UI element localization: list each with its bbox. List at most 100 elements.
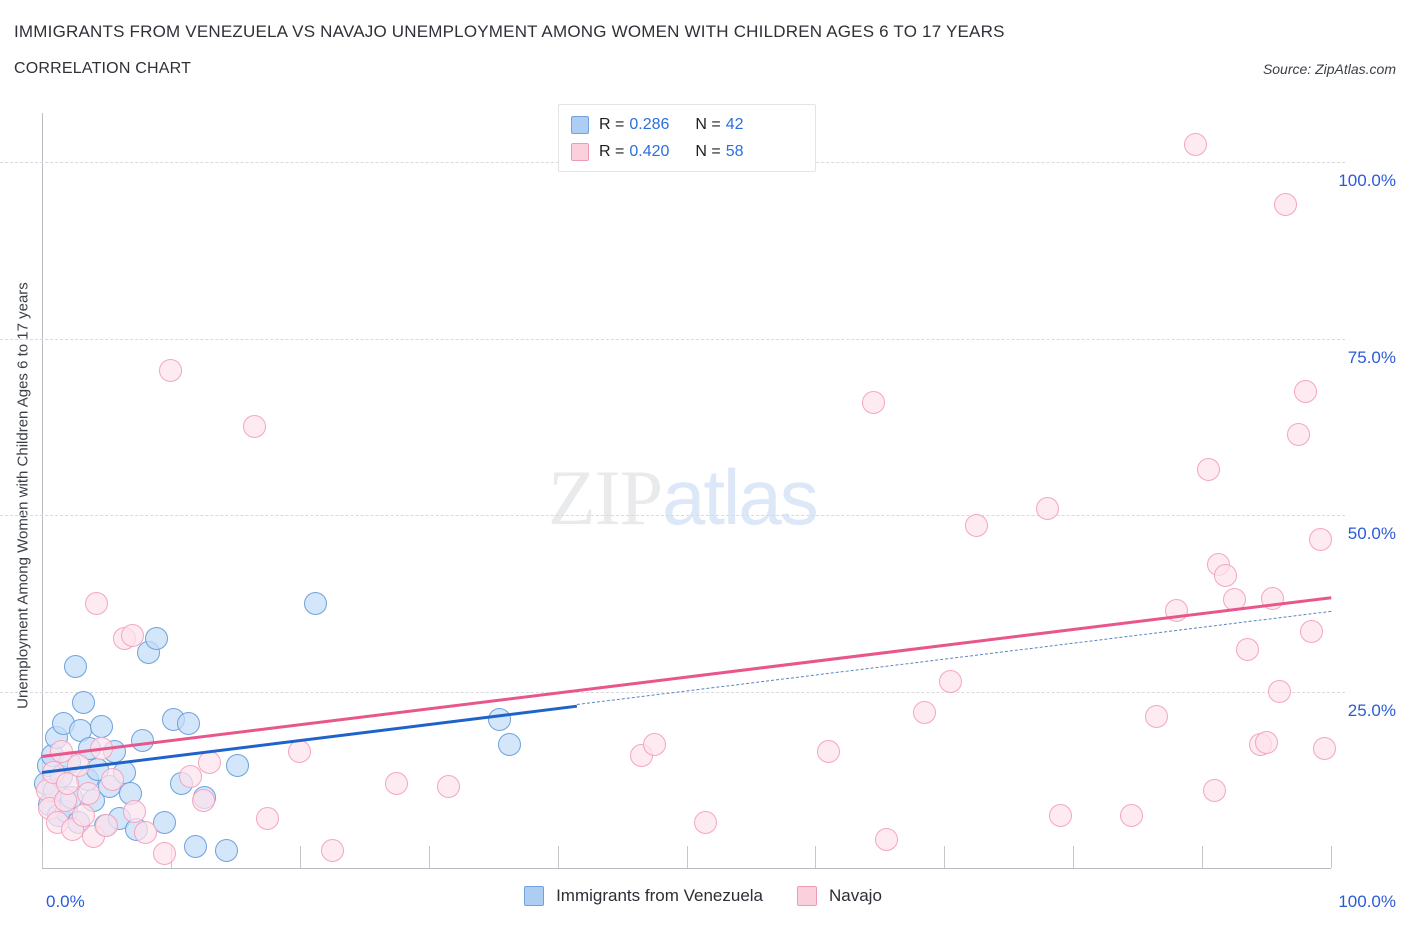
scatter-point[interactable] [76,782,100,806]
legend-label-navajo: Navajo [829,886,882,905]
scatter-point[interactable] [71,803,95,827]
x-tick [1202,846,1204,868]
scatter-point[interactable] [56,771,80,795]
scatter-point[interactable] [694,810,718,834]
scatter-point[interactable] [1300,620,1324,644]
scatter-point[interactable] [498,733,522,757]
scatter-point[interactable] [159,359,183,383]
plot-area [34,113,1337,868]
scatter-point[interactable] [1197,457,1221,481]
n-value-navajo: 58 [725,142,744,160]
scatter-point[interactable] [71,690,95,714]
n-value-venezuela: 42 [725,115,744,133]
gridline [0,338,1345,340]
legend-swatch-venezuela-icon [571,115,589,134]
scatter-point[interactable] [1293,380,1317,404]
gridline [0,691,1345,693]
scatter-point[interactable] [1035,496,1059,520]
scatter-point[interactable] [177,711,201,735]
scatter-point[interactable] [488,708,512,732]
x-tick [1331,846,1332,868]
x-tick [1073,846,1075,868]
y-axis-line [42,113,43,869]
scatter-point[interactable] [94,814,118,838]
scatter-point[interactable] [861,390,885,414]
scatter-point[interactable] [1184,133,1208,157]
legend-item-venezuela[interactable]: Immigrants from Venezuela [524,886,763,906]
series-legend: Immigrants from Venezuela Navajo [0,886,1406,906]
scatter-point[interactable] [214,838,238,862]
scatter-point[interactable] [89,715,113,739]
scatter-point[interactable] [120,623,144,647]
y-tick-label-2: 50.0% [1347,524,1396,544]
r-value-navajo: 0.420 [629,142,670,160]
scatter-point[interactable] [198,750,222,774]
scatter-point[interactable] [939,669,963,693]
scatter-point[interactable] [178,764,202,788]
scatter-point[interactable] [1255,730,1279,754]
scatter-point[interactable] [1222,588,1246,612]
scatter-point[interactable] [191,789,215,813]
scatter-point[interactable] [1309,528,1333,552]
scatter-point[interactable] [256,807,280,831]
x-tick [428,846,430,868]
scatter-point[interactable] [1235,637,1259,661]
scatter-point[interactable] [123,800,147,824]
x-tick [299,846,301,868]
scatter-point[interactable] [913,701,937,725]
scatter-point[interactable] [1287,422,1311,446]
scatter-point[interactable] [1164,598,1188,622]
scatter-point[interactable] [49,740,73,764]
gridline [0,515,1345,517]
scatter-point[interactable] [642,733,666,757]
scatter-point[interactable] [1145,704,1169,728]
legend-color-venezuela-icon [524,886,545,906]
scatter-point[interactable] [131,729,155,753]
r-label-navajo: R = [599,142,625,160]
scatter-point[interactable] [303,591,327,615]
scatter-point[interactable] [1261,586,1285,610]
scatter-point[interactable] [183,835,207,859]
scatter-point[interactable] [145,627,169,651]
x-tick [944,846,946,868]
x-axis-max-label: 100.0% [1338,892,1396,911]
scatter-point[interactable] [320,838,344,862]
scatter-point[interactable] [152,842,176,866]
scatter-point[interactable] [66,754,90,778]
y-tick-label-3: 25.0% [1347,700,1396,720]
x-axis-line [42,868,1331,869]
scatter-point[interactable] [133,821,157,845]
n-label-venezuela: N = [695,115,721,133]
scatter-point[interactable] [1203,778,1227,802]
scatter-point[interactable] [89,736,113,760]
scatter-point[interactable] [384,771,408,795]
legend-item-navajo[interactable]: Navajo [797,886,882,906]
legend-color-navajo-icon [797,886,817,906]
y-tick-label-0: 100.0% [1338,171,1396,191]
y-axis-title: Unemployment Among Women with Children A… [14,282,32,709]
scatter-point[interactable] [64,655,87,679]
scatter-point[interactable] [243,415,267,439]
scatter-point[interactable] [436,775,460,799]
trend-line-venezuela [41,704,578,774]
scatter-point[interactable] [1274,193,1298,217]
scatter-point[interactable] [1313,736,1337,760]
scatter-point[interactable] [1213,563,1237,587]
y-tick-label-1: 75.0% [1347,347,1396,367]
page-title: IMMIGRANTS FROM VENEZUELA VS NAVAJO UNEM… [14,22,1005,41]
scatter-point[interactable] [1119,803,1143,827]
r-value-venezuela: 0.286 [629,115,670,133]
scatter-point[interactable] [152,810,176,834]
scatter-point[interactable] [226,754,250,778]
x-tick [815,846,817,868]
scatter-point[interactable] [1267,680,1291,704]
scatter-point[interactable] [816,740,840,764]
n-label-navajo: N = [695,142,721,160]
statistics-legend: R = 0.286 N = 42 R = 0.420 N = 58 [558,104,816,172]
scatter-point[interactable] [965,514,989,538]
scatter-point[interactable] [1048,803,1072,827]
scatter-point[interactable] [84,591,108,615]
scatter-point[interactable] [101,768,125,792]
scatter-point[interactable] [874,828,898,852]
scatter-point[interactable] [288,740,312,764]
